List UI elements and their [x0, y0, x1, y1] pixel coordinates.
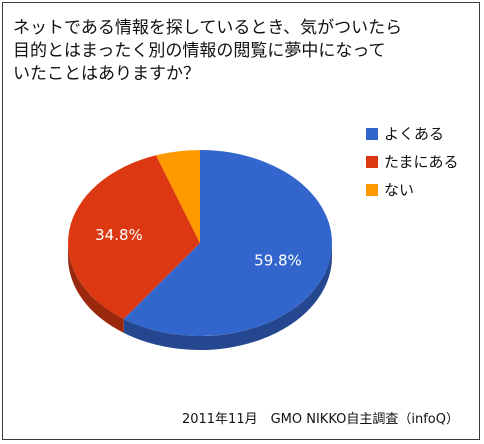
pie-side-2 [68, 243, 124, 333]
legend-label-1: よくある [384, 125, 444, 143]
chart-title-line-2: 目的とはまったく別の情報の閲覧に夢中になって [13, 41, 386, 61]
source-note: 2011年11月 GMO NIKKO自主調査（infoQ） [181, 412, 459, 427]
chart-title-line-3: いたことはありますか？ [13, 64, 200, 84]
chart-title: ネットである情報を探しているとき、気がついたら 目的とはまったく別の情報の閲覧に… [13, 17, 473, 86]
pie-side-1 [123, 243, 332, 350]
legend-label-3: ない [384, 181, 414, 199]
pie-slice-1 [123, 150, 332, 336]
legend-label-2: たまにある [384, 153, 459, 171]
pie-slice-3 [156, 150, 200, 243]
pie-slice-2 [67, 155, 200, 319]
data-label-1: 59.8% [254, 251, 302, 269]
legend-swatch-1 [366, 128, 378, 140]
legend-swatch-3 [366, 184, 378, 196]
data-label-2: 34.8% [95, 226, 143, 244]
legend-swatch-2 [366, 156, 378, 168]
chart-title-line-1: ネットである情報を探しているとき、気がついたら [13, 18, 403, 38]
